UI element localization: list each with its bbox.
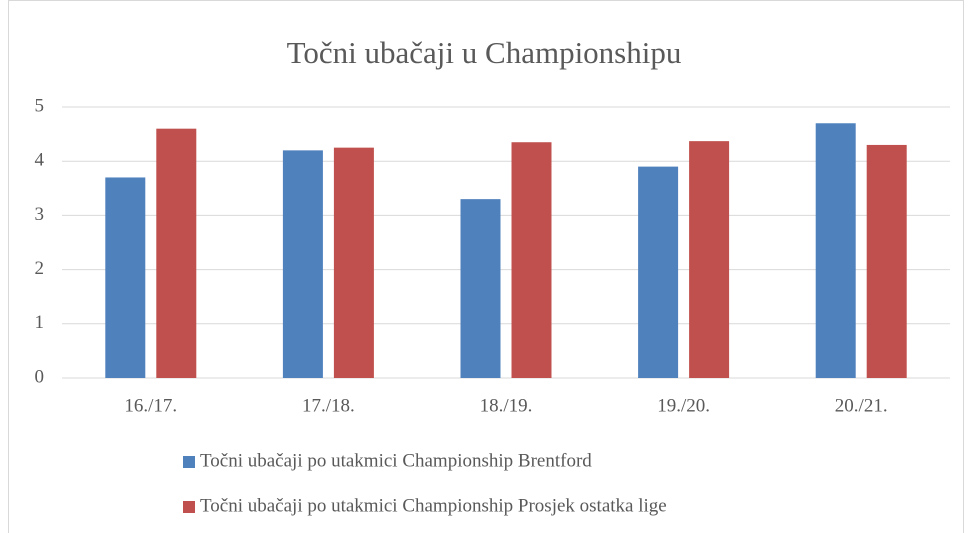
bar — [105, 177, 146, 378]
x-tick-label: 20./21. — [835, 395, 888, 416]
bar — [689, 141, 730, 378]
bar — [866, 144, 907, 378]
bar — [156, 128, 197, 378]
legend-label: Točni ubačaji po utakmici Championship P… — [200, 495, 667, 516]
x-tick-label: 16./17. — [124, 395, 177, 416]
bar — [638, 166, 679, 378]
chart-title: Točni ubačaji u Championshipu — [287, 35, 682, 70]
bar — [282, 150, 323, 378]
y-tick-label: 5 — [35, 95, 45, 116]
y-tick-label: 1 — [35, 312, 45, 333]
x-tick-label: 19./20. — [657, 395, 710, 416]
bar — [460, 199, 501, 378]
legend-label: Točni ubačaji po utakmici Championship B… — [200, 450, 592, 471]
y-tick-label: 4 — [35, 150, 45, 171]
bar — [815, 123, 856, 378]
bar — [511, 142, 552, 378]
x-tick-label: 17./18. — [302, 395, 355, 416]
y-tick-label: 2 — [35, 258, 45, 279]
x-tick-label: 18./19. — [480, 395, 533, 416]
y-tick-label: 3 — [35, 204, 45, 225]
y-tick-label: 0 — [35, 366, 45, 387]
bar — [333, 147, 374, 378]
legend-swatch — [183, 501, 195, 513]
legend-swatch — [183, 456, 195, 468]
